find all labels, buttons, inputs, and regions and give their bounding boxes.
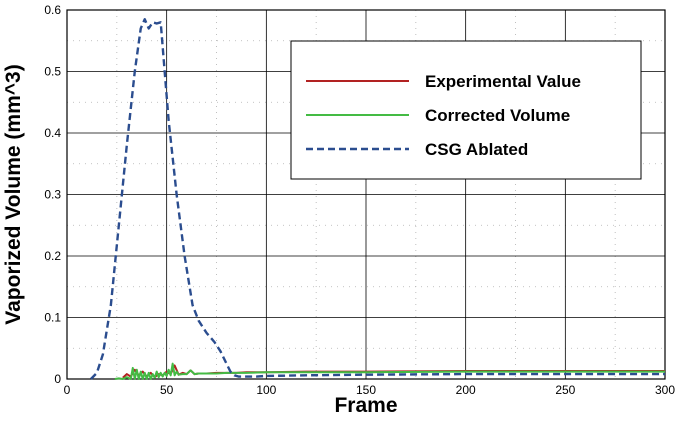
legend: Experimental Value Corrected Volume CSG Ab… bbox=[290, 40, 642, 180]
series-line-1 bbox=[114, 362, 665, 380]
y-tick-label: 0.5 bbox=[44, 65, 61, 79]
x-tick-label: 300 bbox=[655, 383, 675, 397]
x-tick-label: 250 bbox=[555, 383, 575, 397]
y-axis-title: Vaporized Volume (mm^3) bbox=[2, 64, 25, 324]
series-layer bbox=[90, 18, 665, 380]
y-tick-label: 0.6 bbox=[44, 3, 61, 17]
x-tick-label: 100 bbox=[256, 383, 276, 397]
x-axis-title: Frame bbox=[334, 394, 397, 416]
legend-label-0: Experimental Value bbox=[425, 72, 581, 91]
y-tick-label: 0.2 bbox=[44, 249, 61, 263]
legend-box bbox=[290, 40, 642, 180]
plot-frame bbox=[66, 9, 666, 380]
x-tick-labels: 0 50 100 150 200 250 300 bbox=[64, 383, 676, 397]
series-line-2 bbox=[90, 18, 665, 380]
x-tick-label: 50 bbox=[160, 383, 174, 397]
legend-label-2: CSG Ablated bbox=[425, 140, 528, 159]
x-tick-label: 0 bbox=[64, 383, 71, 397]
x-tick-label: 150 bbox=[356, 383, 376, 397]
legend-label-1: Corrected Volume bbox=[425, 106, 570, 125]
y-tick-label: 0.3 bbox=[44, 188, 61, 202]
y-tick-label: 0.1 bbox=[44, 311, 61, 325]
y-tick-labels: 0 0.1 0.2 0.3 0.4 0.5 0.6 bbox=[44, 3, 61, 386]
y-tick-label: 0 bbox=[54, 372, 61, 386]
x-tick-label: 200 bbox=[456, 383, 476, 397]
y-tick-label: 0.4 bbox=[44, 126, 61, 140]
